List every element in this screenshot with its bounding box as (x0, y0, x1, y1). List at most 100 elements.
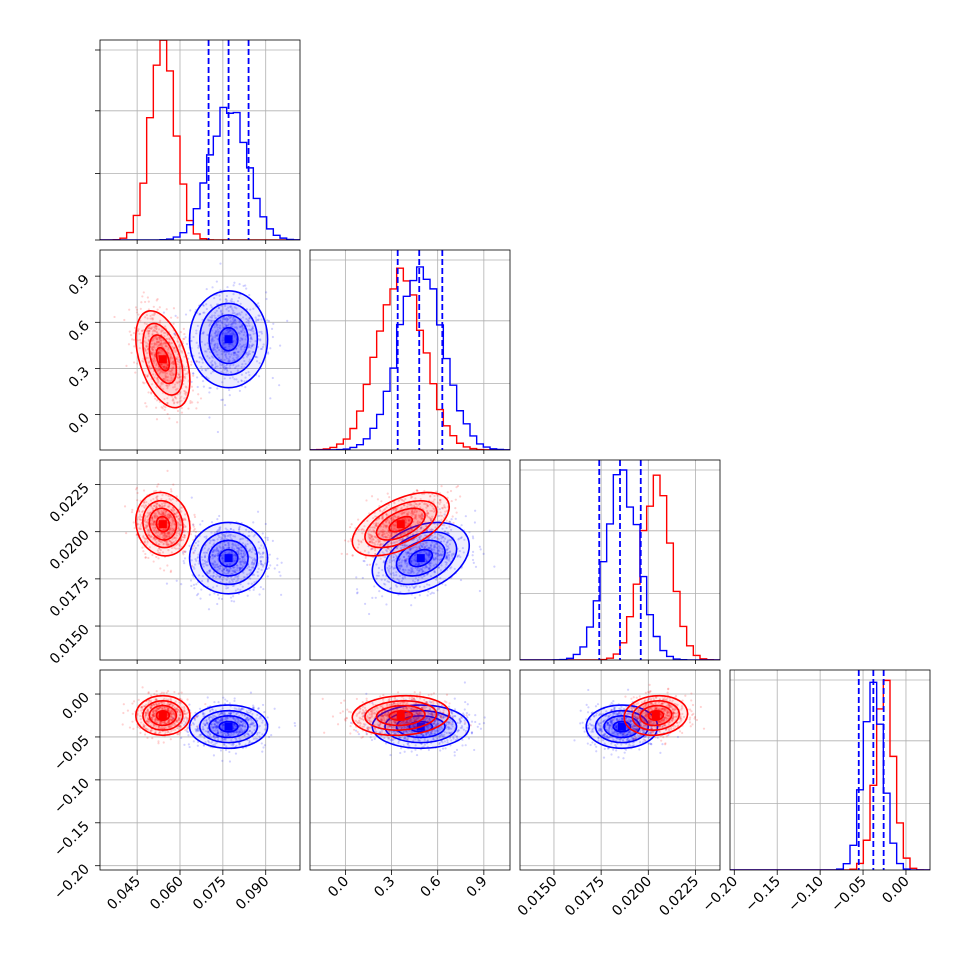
scatter-point (145, 525, 148, 528)
scatter-point (153, 504, 156, 508)
scatter-point (150, 317, 153, 320)
scatter-point (208, 569, 211, 573)
scatter-point (384, 556, 387, 559)
scatter-point (227, 543, 230, 546)
scatter-point (220, 364, 224, 367)
scatter-point (158, 344, 162, 347)
scatter-point (250, 530, 253, 533)
scatter-point (160, 381, 164, 384)
scatter-point (179, 506, 183, 509)
scatter-point (127, 343, 131, 346)
scatter-point (151, 518, 154, 521)
scatter-point (161, 536, 164, 539)
scatter-point (222, 363, 225, 366)
scatter-point (240, 566, 243, 570)
scatter-point (471, 558, 475, 562)
scatter-point (247, 351, 250, 354)
scatter-point (230, 329, 233, 332)
scatter-point (162, 311, 166, 314)
scatter-point (162, 528, 166, 531)
scatter-point (155, 504, 158, 507)
scatter-point (152, 360, 156, 363)
scatter-point (199, 523, 202, 526)
scatter-point (248, 572, 251, 575)
scatter-point (243, 346, 247, 349)
scatter-point (448, 520, 451, 523)
scatter-point (248, 568, 251, 571)
scatter-point (208, 323, 212, 326)
scatter-point (153, 521, 156, 524)
scatter-point (241, 363, 244, 366)
scatter-point (231, 566, 235, 569)
scatter-point (179, 331, 183, 334)
scatter-point (362, 559, 365, 563)
scatter-point (148, 365, 151, 369)
scatter-point (241, 556, 244, 559)
scatter-point (133, 345, 136, 348)
scatter-point (214, 334, 217, 337)
scatter-point (147, 335, 150, 338)
scatter-point (146, 540, 149, 543)
scatter-point (125, 364, 128, 367)
scatter-point (260, 544, 263, 547)
scatter-point (172, 402, 176, 405)
scatter-point (167, 543, 170, 547)
scatter-point (155, 515, 158, 518)
scatter-point (233, 378, 236, 381)
scatter-point (160, 329, 163, 332)
scatter-point (161, 504, 164, 508)
scatter-point (195, 332, 198, 335)
scatter-point (224, 364, 227, 367)
scatter-point (150, 516, 154, 520)
scatter-point (221, 381, 224, 384)
scatter-point (217, 306, 221, 310)
scatter-point (250, 338, 253, 341)
scatter-point (259, 560, 262, 563)
scatter-point (219, 364, 222, 367)
scatter-point (181, 538, 185, 542)
scatter-point (179, 518, 182, 522)
scatter-point (155, 377, 159, 380)
scatter-point (151, 330, 154, 333)
scatter-point (184, 390, 187, 393)
scatter-point (237, 548, 241, 551)
scatter-point (439, 546, 442, 550)
scatter-point (248, 534, 251, 537)
scatter-point (429, 592, 432, 595)
scatter-point (248, 373, 251, 377)
scatter-point (272, 322, 275, 325)
panel-2-0 (99, 459, 301, 661)
scatter-point (217, 320, 220, 323)
scatter-point (195, 407, 198, 410)
scatter-point (196, 385, 199, 389)
scatter-point (176, 421, 179, 424)
scatter-point (168, 532, 172, 535)
scatter-point (151, 553, 154, 557)
scatter-point (192, 551, 195, 554)
scatter-point (166, 376, 170, 379)
scatter-point (212, 339, 215, 342)
scatter-point (197, 574, 201, 577)
scatter-point (160, 532, 163, 535)
scatter-point (212, 574, 216, 578)
scatter-point (177, 517, 180, 520)
scatter-point (249, 333, 252, 336)
scatter-point (414, 596, 417, 599)
scatter-point (173, 349, 176, 352)
scatter-point (165, 543, 168, 546)
scatter-point (230, 323, 233, 326)
scatter-point (242, 562, 245, 565)
scatter-point (247, 346, 251, 349)
scatter-point (252, 704, 255, 707)
scatter-point (154, 512, 157, 515)
scatter-point (145, 500, 148, 504)
scatter-point (173, 332, 176, 335)
scatter-point (242, 343, 246, 346)
scatter-point (158, 504, 161, 507)
scatter-point (432, 558, 435, 561)
scatter-point (172, 362, 175, 365)
scatter-point (209, 574, 212, 578)
scatter-point (238, 566, 241, 569)
scatter-point (136, 329, 140, 332)
scatter-point (230, 315, 233, 318)
